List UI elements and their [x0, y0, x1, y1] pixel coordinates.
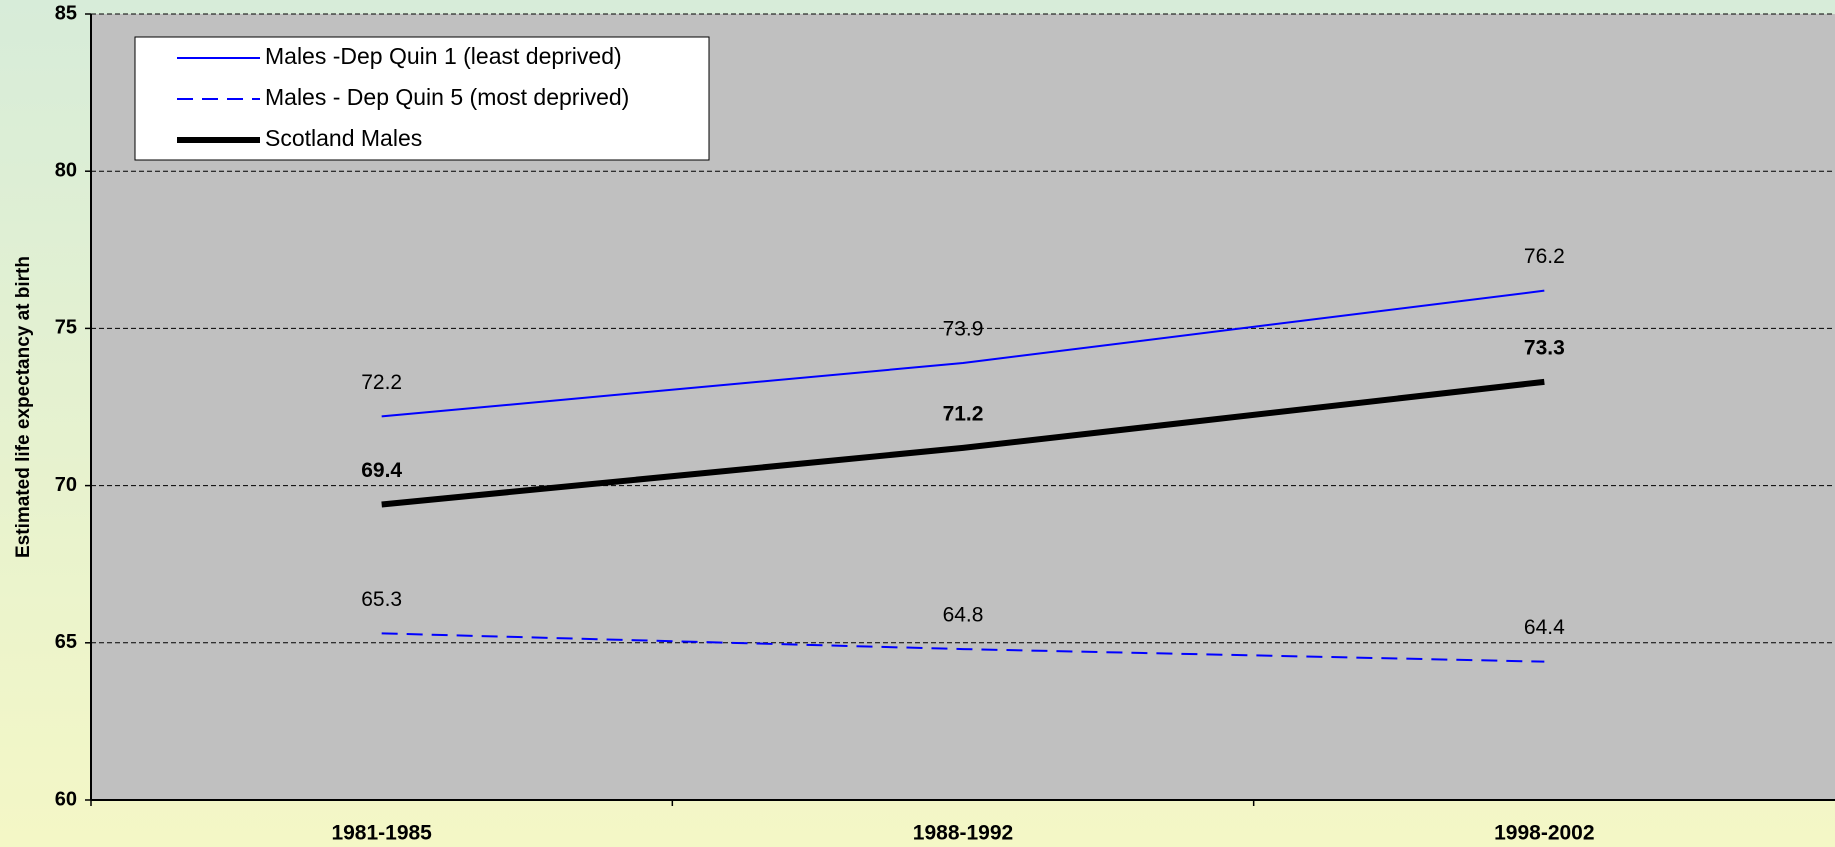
y-tick-label: 80 [55, 159, 77, 181]
y-tick-label: 60 [55, 788, 77, 810]
legend-label: Scotland Males [265, 125, 422, 151]
y-axis-label: Estimated life expectancy at birth [13, 256, 34, 558]
data-label: 72.2 [361, 371, 402, 394]
y-tick-label: 70 [55, 474, 77, 496]
legend-label: Males -Dep Quin 1 (least deprived) [265, 43, 622, 69]
y-tick-label: 65 [55, 631, 77, 653]
y-tick-label: 75 [55, 317, 77, 339]
data-label: 76.2 [1524, 245, 1565, 268]
series-line [381, 632, 1545, 663]
y-tick-label: 85 [55, 2, 77, 24]
series-line [381, 289, 1545, 418]
data-label: 69.4 [361, 459, 402, 482]
data-label: 64.8 [943, 604, 984, 627]
data-label: 64.4 [1524, 616, 1565, 639]
data-label: 65.3 [361, 588, 402, 611]
series-line [381, 378, 1545, 508]
x-tick-label: 1981-1985 [331, 822, 432, 845]
data-label: 71.2 [943, 402, 984, 425]
data-label: 73.3 [1524, 336, 1565, 359]
legend-label: Males - Dep Quin 5 (most deprived) [265, 84, 629, 110]
x-tick-label: 1988-1992 [913, 822, 1013, 845]
x-tick-label: 1998-2002 [1494, 822, 1594, 845]
data-label: 73.9 [943, 318, 984, 341]
